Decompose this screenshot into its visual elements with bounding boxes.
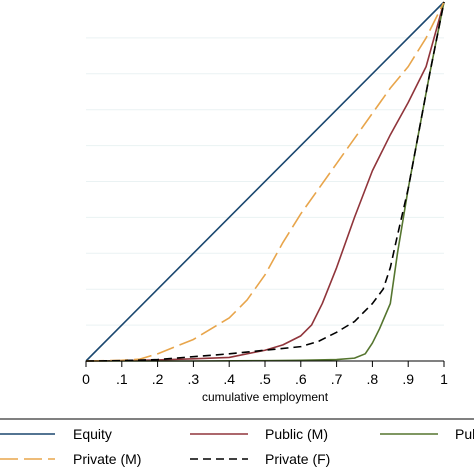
x-tick-label-9: .9 (402, 371, 414, 387)
x-tick-label-6: .6 (295, 371, 307, 387)
legend-label-3: Private (M) (73, 451, 141, 467)
series-line-4 (85, 1, 445, 362)
series-line-1 (85, 1, 445, 362)
x-tick-label-1: .1 (116, 371, 128, 387)
legend: Equity Public (M) Public (F) Private (M) Pri… (0, 418, 474, 467)
x-tick-label-3: .3 (188, 371, 200, 387)
x-tick-label-5: .5 (259, 371, 271, 387)
x-axis-title: cumulative employment (202, 390, 329, 404)
x-axis: 0 .1 .2 .3 .4 .5 .6 .7 .8 .9 1 (82, 360, 448, 387)
x-tick-label-7: .7 (331, 371, 343, 387)
x-tick-label-2: .2 (152, 371, 164, 387)
x-tick-label-0: 0 (82, 371, 90, 387)
legend-label-2: Public (F) (455, 426, 474, 442)
series-line-0 (85, 1, 445, 362)
series-line-3 (85, 1, 445, 362)
x-tick-label-10: 1 (440, 371, 448, 387)
legend-label-1: Public (M) (265, 426, 328, 442)
x-tick-label-4: .4 (223, 371, 235, 387)
legend-label-4: Private (F) (265, 451, 330, 467)
legend-label-0: Equity (73, 426, 112, 442)
x-tick-label-8: .8 (367, 371, 379, 387)
